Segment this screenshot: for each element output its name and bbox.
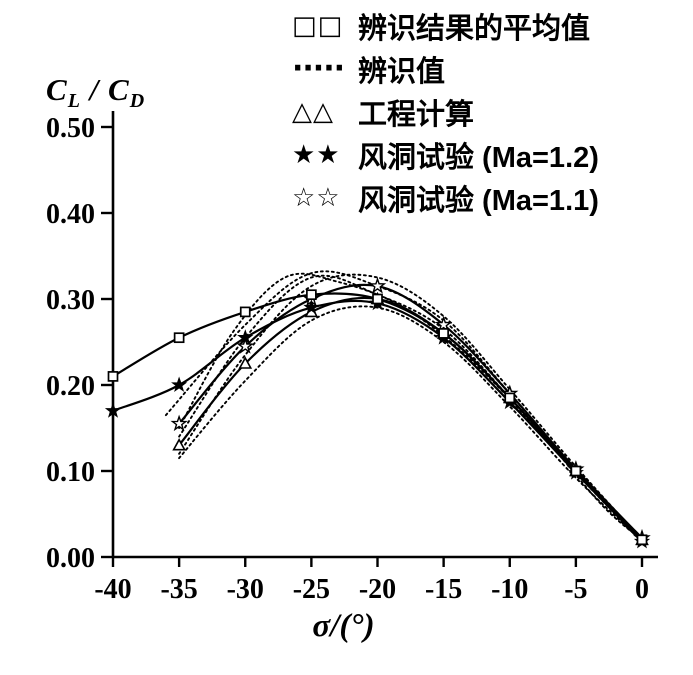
open-star-marker [170, 414, 188, 432]
legend-item-identified: ····· 辨识值 [292, 47, 599, 90]
dotted-line-marker-icon: ····· [292, 51, 345, 86]
legend-item-windtunnel-ma12: ★★ 风洞试验 (Ma=1.2) [292, 133, 599, 176]
series-line [164, 270, 643, 541]
y-tick-label: 0.40 [46, 199, 95, 230]
filled-star-marker [104, 402, 122, 418]
filled-star-marker-icon: ★★ [292, 139, 341, 170]
legend-label: 工程计算 [358, 98, 475, 131]
x-axis-title: σ/(°) [312, 608, 375, 644]
open-triangle-marker [238, 356, 253, 369]
open-square-marker [570, 465, 582, 477]
open-square-marker [438, 328, 449, 339]
y-axis-title-sub2: D [129, 90, 146, 113]
legend-item-engineering: △△ 工程计算 [292, 90, 599, 133]
x-tick-label: -25 [293, 574, 330, 605]
open-star-marker [435, 315, 453, 333]
x-tick-label: -30 [227, 574, 264, 605]
y-tick-label: 0.50 [46, 113, 95, 144]
open-square-marker-icon: □□ [292, 10, 344, 41]
legend-item-windtunnel-ma11: ☆☆ 风洞试验 (Ma=1.1) [292, 176, 599, 219]
open-square-marker [107, 371, 119, 382]
x-tick-label: -35 [160, 574, 197, 605]
open-square-marker [173, 332, 185, 344]
y-tick-label: 0.30 [46, 285, 95, 316]
series-line [178, 283, 644, 540]
legend-label: 辨识结果的平均值 [358, 12, 591, 45]
y-axis-title-sep: / [80, 72, 109, 107]
series-line [178, 305, 643, 543]
legend-label: 风洞试验 (Ma=1.2) [358, 141, 599, 174]
legend-label: 风洞试验 (Ma=1.1) [358, 184, 599, 217]
legend-item-mean: □□ 辨识结果的平均值 [292, 4, 599, 47]
y-axis-title-c2: C [108, 72, 130, 107]
open-square-marker [372, 293, 383, 305]
filled-star-marker [303, 299, 320, 315]
open-triangle-marker-icon: △△ [292, 96, 334, 127]
x-tick-label: -40 [94, 574, 131, 605]
open-square-marker [504, 392, 516, 404]
open-square-marker [636, 534, 648, 546]
open-star-marker [368, 276, 387, 294]
x-tick-label: -20 [359, 574, 396, 605]
x-tick-label: -15 [425, 574, 462, 605]
y-tick-label: 0.00 [46, 543, 95, 574]
legend-label: 辨识值 [358, 55, 446, 88]
y-axis-title-c1: C [46, 72, 68, 107]
x-tick-label: -5 [564, 574, 587, 605]
open-square-marker [306, 289, 317, 301]
y-axis-title-sub1: L [67, 90, 81, 113]
x-tick-label: -10 [491, 574, 528, 605]
open-square-marker [239, 306, 251, 318]
y-tick-label: 0.10 [46, 457, 95, 488]
series-line [111, 299, 644, 543]
open-star-marker-icon: ☆☆ [292, 182, 341, 213]
filled-star-marker [237, 329, 254, 345]
open-star-marker [236, 337, 254, 354]
filled-star-marker [171, 376, 188, 392]
series-line [178, 273, 643, 541]
legend: □□ 辨识结果的平均值 ····· 辨识值 △△ 工程计算 ★★ 风洞试验 (M… [292, 4, 599, 219]
y-tick-label: 0.20 [46, 371, 95, 402]
y-axis-title: CL / CD [46, 72, 145, 113]
x-tick-label: 0 [635, 574, 649, 605]
open-triangle-marker [172, 438, 186, 451]
